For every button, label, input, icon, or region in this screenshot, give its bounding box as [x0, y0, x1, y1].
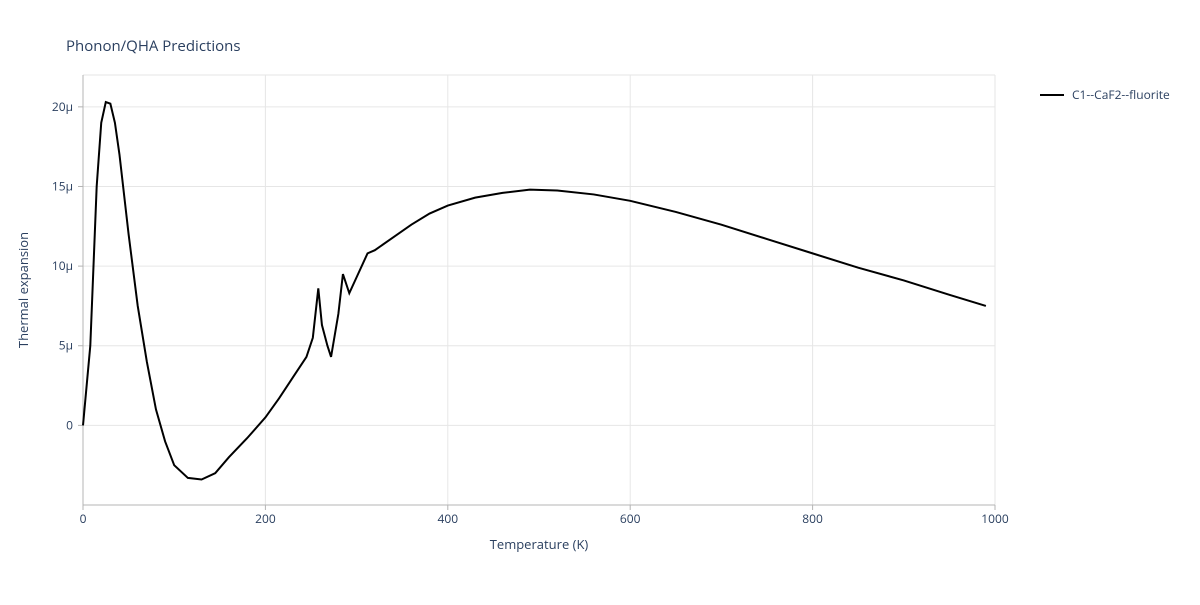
chart-title: Phonon/QHA Predictions: [66, 36, 241, 56]
y-tick-label: 10μ: [52, 257, 73, 274]
y-tick-label: 20μ: [52, 98, 73, 115]
legend-label: C1--CaF2--fluorite: [1072, 86, 1170, 103]
series-line: [83, 102, 986, 479]
y-tick-label: 15μ: [52, 177, 73, 194]
chart-plot: 0 200 400 600 800 1000 0 5μ 10μ 15μ 20μ Temperatur…: [0, 0, 1200, 600]
x-axis-label: Temperature (K): [490, 535, 589, 553]
y-axis-label: Thermal expansion: [14, 232, 32, 348]
chart-container: Phonon/QHA Predictions 0 200 400 600 800 1000…: [0, 0, 1200, 600]
x-tick-label: 800: [802, 510, 823, 527]
legend-swatch: [1040, 94, 1064, 96]
legend: C1--CaF2--fluorite: [1040, 86, 1170, 103]
x-tick-label: 600: [620, 510, 641, 527]
x-tick-label: 0: [80, 510, 87, 527]
y-tick-label: 5μ: [59, 337, 73, 354]
x-tick-label: 1000: [981, 510, 1009, 527]
x-tick-label: 400: [438, 510, 459, 527]
y-tick-label: 0: [66, 416, 73, 433]
x-tick-label: 200: [255, 510, 276, 527]
